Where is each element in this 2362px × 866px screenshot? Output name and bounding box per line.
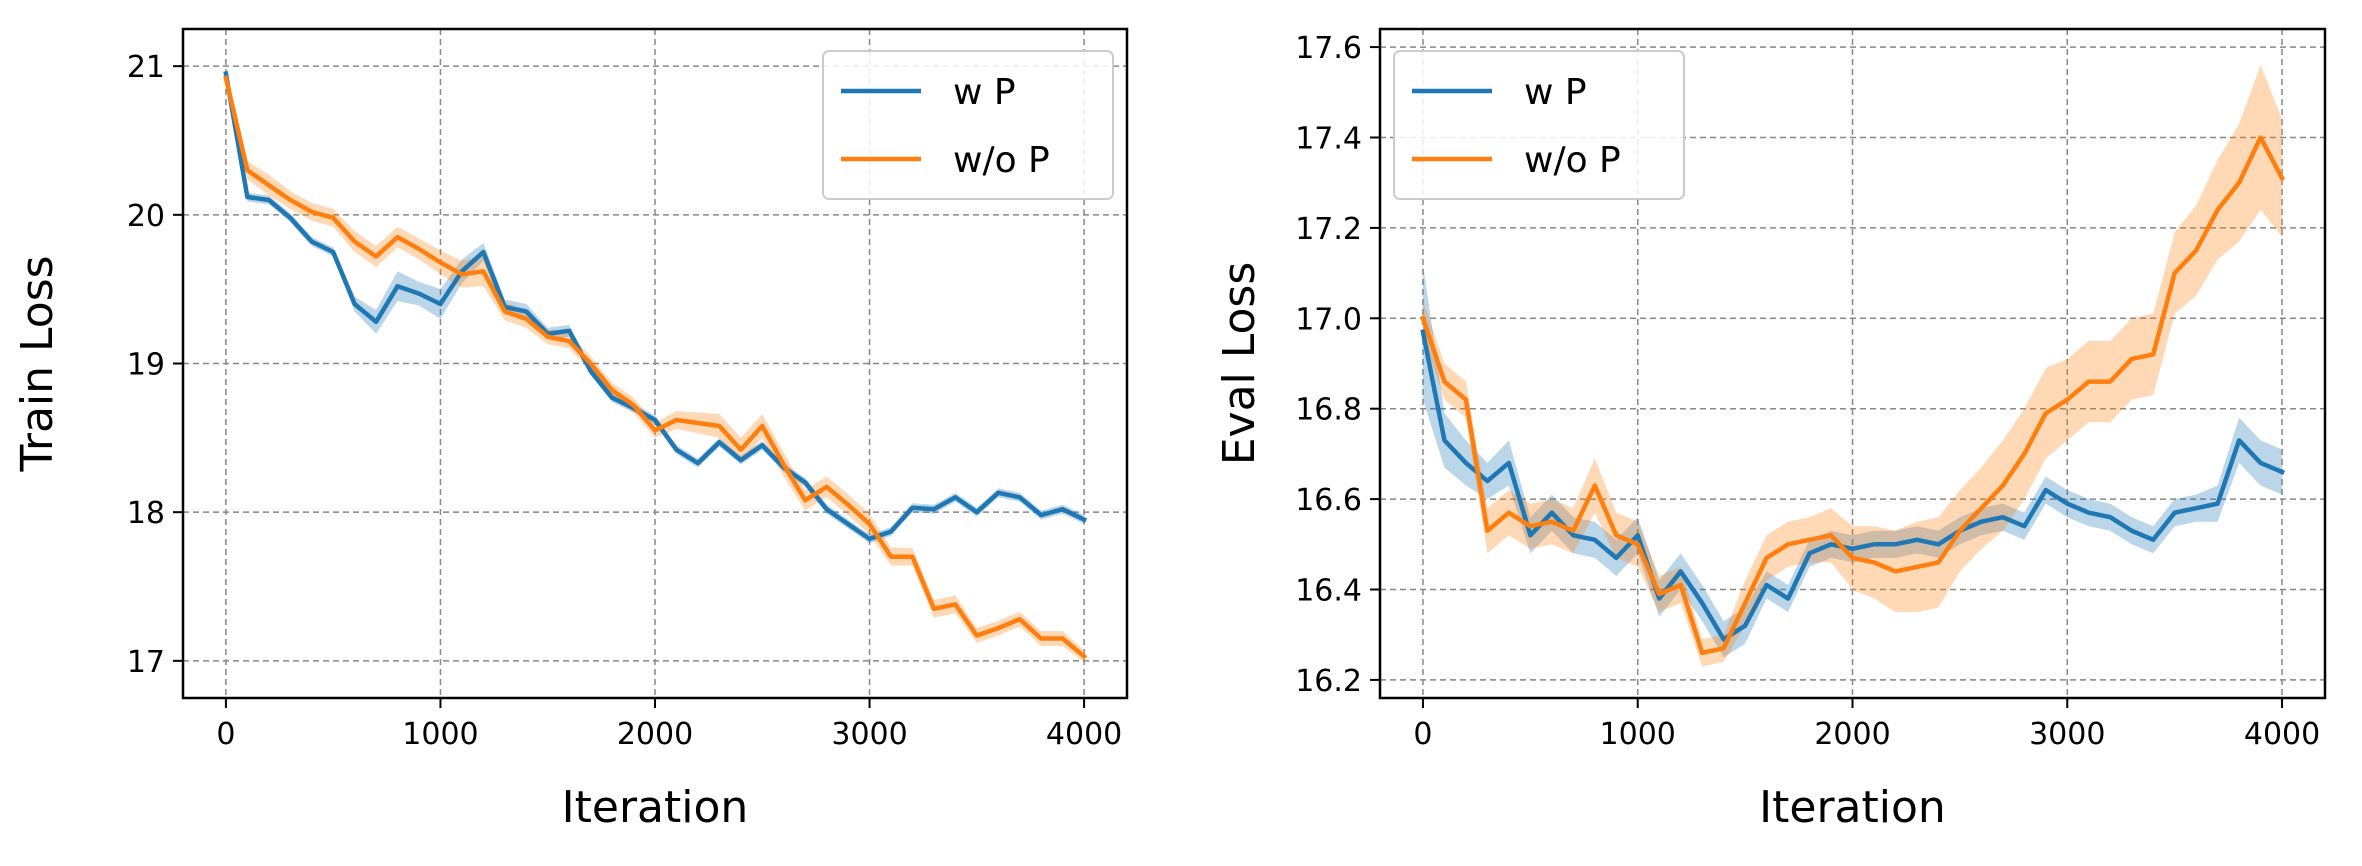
legend-label-w-p: w P: [1524, 72, 1587, 113]
x-tick-label: 1000: [1600, 717, 1676, 752]
y-tick-label: 18: [127, 496, 165, 531]
y-tick-label: 19: [127, 348, 165, 383]
y-axis-label: Train Loss: [12, 255, 63, 472]
plot-area: [223, 70, 1088, 663]
y-tick-label: 17.0: [1295, 302, 1362, 337]
chart-panel-2: 0 1000 2000 3000 4000 16.2 16.4 16.6 16.8 17.0 17.…: [1214, 27, 2327, 833]
y-tick-label: 17.2: [1295, 212, 1362, 247]
x-tick-label: 4000: [1046, 717, 1122, 752]
legend: w P w/o P: [1393, 50, 1685, 200]
confidence-band-w-p: [225, 70, 1085, 544]
y-tick-label: 16.4: [1295, 574, 1362, 609]
x-tick-label: 2000: [617, 717, 693, 752]
x-axis-label: Iteration: [562, 782, 749, 833]
x-tick-label: 4000: [2244, 717, 2320, 752]
legend-box: [822, 50, 1114, 200]
confidence-band-wo-p: [225, 73, 1085, 663]
y-tick-label: 17: [127, 645, 165, 680]
series-line-w-p: [223, 70, 1088, 542]
y-tick-label: 21: [127, 50, 165, 85]
y-axis-label: Eval Loss: [1214, 262, 1265, 466]
legend-label-wo-p: w/o P: [1524, 140, 1621, 181]
y-tick-label: 16.8: [1295, 393, 1362, 428]
x-tick-label: 0: [216, 717, 235, 752]
x-tick-label: 2000: [1814, 717, 1890, 752]
chart-panel-1: 0 1000 2000 3000 4000 17 18 19 20 21 Iteration Trai…: [12, 27, 1129, 833]
y-tick-label: 17.6: [1295, 31, 1362, 66]
x-tick-label: 3000: [2029, 717, 2105, 752]
series-line-wo-p: [223, 75, 1088, 660]
x-tick-label: 3000: [831, 717, 907, 752]
y-tick-label: 16.2: [1295, 664, 1362, 699]
x-tick-label: 1000: [402, 717, 478, 752]
legend-label-w-p: w P: [953, 72, 1016, 113]
legend-label-wo-p: w/o P: [953, 140, 1050, 181]
y-tick-label: 16.6: [1295, 483, 1362, 518]
x-tick-label: 0: [1413, 717, 1432, 752]
x-axis-label: Iteration: [1759, 782, 1946, 833]
series-line-wo-p: [1420, 135, 2286, 656]
confidence-band-wo-p: [1422, 65, 2283, 667]
y-tick-label: 20: [127, 199, 165, 234]
legend: w P w/o P: [822, 50, 1114, 200]
y-tick-label: 17.4: [1295, 121, 1362, 156]
plot-area: [1420, 65, 2286, 667]
legend-box: [1393, 50, 1685, 200]
